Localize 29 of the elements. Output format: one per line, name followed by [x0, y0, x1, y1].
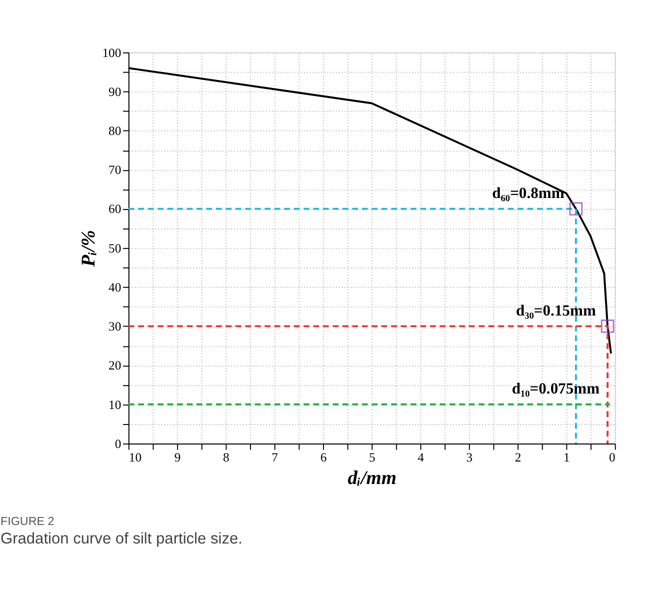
y-tick-label: 0 — [114, 436, 122, 451]
x-tick-label: 10 — [128, 450, 142, 464]
x-tick-label: 7 — [272, 450, 278, 464]
y-tick-label: 50 — [108, 241, 122, 256]
x-tick-label: 1 — [564, 450, 570, 464]
x-tick-label: 4 — [418, 450, 425, 464]
y-tick-label: 40 — [108, 280, 122, 294]
y-tick-label: 10 — [108, 398, 122, 412]
text: Gradation curve of silt particle size. — [0, 530, 242, 548]
annotation: d₃₀=0.15mm — [516, 302, 596, 320]
y-tick-label: 60 — [108, 202, 122, 216]
x-axis-title: dᵢ/mm — [348, 468, 396, 489]
y-tick-label: 30 — [108, 320, 122, 334]
x-tick-label: 9 — [174, 450, 181, 464]
annotation: d₆₀=0.8mm — [492, 185, 564, 202]
y-tick-label: 100 — [102, 46, 122, 60]
y-tick-label: 20 — [108, 358, 122, 373]
annotation: d₁₀=0.075mm — [512, 380, 600, 398]
x-tick-label: 3 — [466, 450, 473, 464]
text: FIGURE 2 — [0, 515, 54, 528]
x-tick-label: 8 — [223, 450, 230, 464]
x-tick-label: 5 — [368, 450, 376, 464]
x-tick-label: 0 — [609, 450, 616, 464]
x-tick-label: 2 — [514, 450, 522, 464]
y-tick-label: 70 — [108, 163, 122, 178]
x-tick-label: 6 — [320, 450, 327, 464]
y-axis-title: Pᵢ/% — [78, 230, 100, 268]
y-tick-label: 90 — [108, 84, 122, 99]
y-tick-label: 80 — [108, 124, 122, 138]
